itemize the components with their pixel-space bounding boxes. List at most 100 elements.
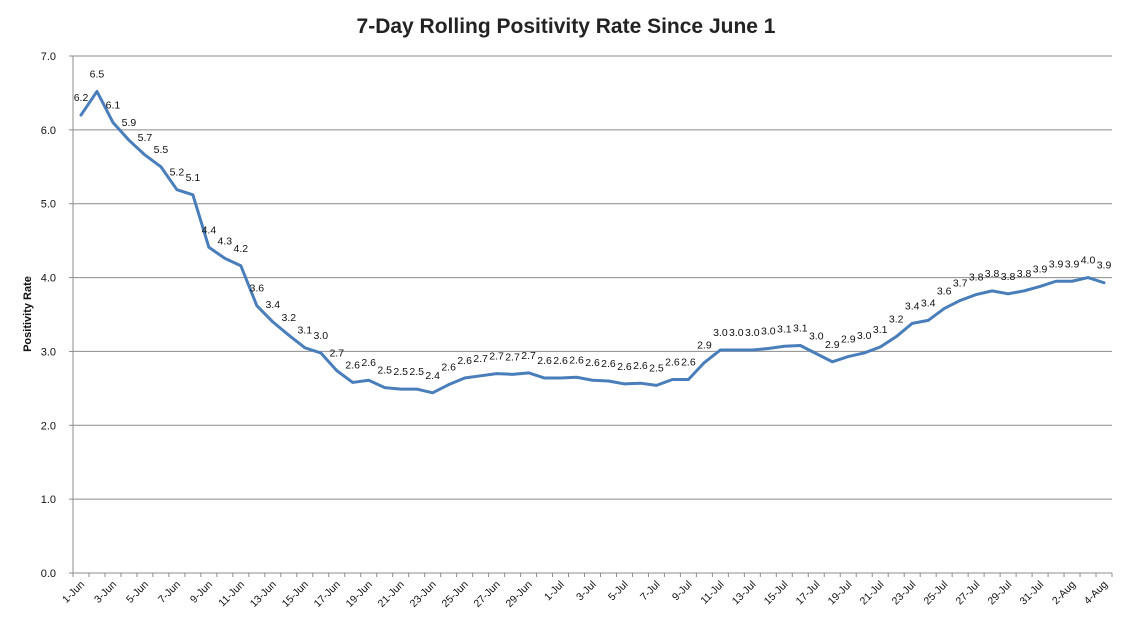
data-label: 3.9 — [1065, 258, 1080, 270]
data-label: 2.5 — [649, 362, 664, 374]
data-point — [735, 348, 738, 352]
data-label: 5.5 — [154, 144, 169, 156]
data-label: 3.1 — [297, 325, 312, 337]
x-tick-label: 13-Jun — [248, 579, 279, 610]
data-point — [990, 289, 994, 293]
data-point — [191, 193, 195, 197]
axes — [69, 55, 1113, 577]
data-point — [495, 372, 498, 375]
data-label: 3.0 — [713, 327, 728, 339]
data-label: 2.6 — [457, 355, 472, 367]
data-point — [575, 376, 578, 379]
x-tick-label: 15-Jun — [280, 579, 311, 610]
data-label: 5.2 — [170, 167, 185, 179]
x-tick-label: 21-Jul — [858, 579, 887, 608]
y-tick-label: 2.0 — [41, 420, 56, 432]
x-tick-label: 25-Jul — [922, 579, 951, 608]
data-label: 3.0 — [313, 330, 328, 342]
x-tick-label: 1-Jun — [60, 579, 87, 606]
data-point — [95, 90, 99, 93]
data-label: 3.0 — [809, 331, 824, 343]
data-label: 3.1 — [873, 324, 888, 336]
data-label: 3.1 — [777, 323, 792, 335]
y-tick-label: 0.0 — [41, 568, 56, 580]
data-point — [383, 386, 386, 389]
data-label: 3.4 — [266, 299, 281, 311]
data-label: 2.6 — [665, 356, 680, 368]
data-point — [463, 376, 466, 380]
data-point — [1038, 285, 1042, 288]
data-label: 3.8 — [1001, 271, 1016, 283]
data-label: 5.7 — [138, 132, 153, 144]
data-point — [783, 345, 786, 348]
data-label: 6.1 — [106, 99, 121, 111]
data-point — [175, 188, 179, 191]
data-point — [1102, 281, 1106, 284]
x-tick-label: 23-Jul — [890, 579, 919, 608]
data-point — [511, 373, 514, 376]
data-point — [207, 246, 211, 249]
x-tick-label: 4-Aug — [1082, 579, 1110, 607]
data-point — [415, 387, 418, 391]
data-point — [623, 382, 626, 386]
x-tick-label: 1-Jul — [542, 579, 567, 604]
x-tick-label: 15-Jul — [762, 579, 791, 608]
x-tick-label: 31-Jul — [1017, 579, 1046, 608]
chart-title: 7-Day Rolling Positivity Rate Since June… — [357, 15, 776, 38]
x-tick-label: 19-Jul — [826, 579, 855, 608]
data-point — [1054, 280, 1058, 283]
data-point — [910, 322, 914, 325]
data-label: 3.0 — [857, 330, 872, 342]
data-label: 2.6 — [569, 354, 584, 366]
x-tick-label: 19-Jun — [344, 579, 375, 610]
data-point — [958, 299, 962, 302]
data-point — [799, 344, 802, 347]
data-label: 2.5 — [409, 366, 424, 378]
data-point — [223, 257, 227, 260]
data-label: 2.9 — [697, 340, 712, 352]
data-point — [255, 304, 259, 307]
data-label: 3.8 — [985, 268, 1000, 280]
data-point — [926, 319, 930, 322]
data-label: 2.6 — [441, 362, 456, 374]
data-point — [847, 355, 850, 358]
data-point — [111, 121, 115, 124]
data-point — [1022, 289, 1026, 293]
data-point — [703, 361, 706, 364]
data-point — [687, 378, 690, 381]
data-label: 3.0 — [745, 327, 760, 339]
data-point — [479, 374, 482, 378]
data-label: 2.6 — [553, 355, 568, 367]
data-label: 4.2 — [234, 243, 249, 255]
data-point — [159, 165, 163, 168]
data-label: 2.6 — [345, 359, 360, 371]
data-label: 2.6 — [633, 360, 648, 372]
x-tick-label: 11-Jul — [698, 579, 726, 607]
x-tick-label: 21-Jun — [376, 579, 407, 610]
data-point — [607, 379, 610, 383]
data-label: 2.7 — [521, 350, 536, 362]
data-labels: 6.26.56.15.95.75.55.2 5.14.44.34.23.63.43… — [74, 68, 1112, 381]
data-label: 3.6 — [250, 283, 265, 295]
data-label: 6.5 — [90, 68, 105, 80]
data-point — [79, 113, 83, 117]
x-tick-label: 3-Jun — [92, 579, 119, 606]
data-point — [1070, 280, 1074, 283]
data-label: 2.9 — [841, 334, 856, 346]
data-point — [639, 381, 642, 385]
data-label: 2.6 — [601, 358, 616, 370]
data-label: 3.9 — [1049, 258, 1064, 270]
data-point — [655, 384, 658, 387]
data-label: 3.0 — [729, 327, 744, 339]
data-point — [335, 369, 338, 372]
series-line-group — [79, 89, 1106, 395]
data-label: 2.6 — [617, 361, 632, 373]
data-point — [143, 153, 147, 157]
x-tick-labels: 1-Jun 3-Jun 5-Jun 7-Jun 9-Jun 11-Jun 13-Jun 15-… — [60, 579, 1110, 610]
data-point — [1086, 276, 1090, 279]
data-label: 2.7 — [505, 351, 520, 363]
data-point — [431, 391, 434, 394]
data-point — [351, 381, 354, 384]
